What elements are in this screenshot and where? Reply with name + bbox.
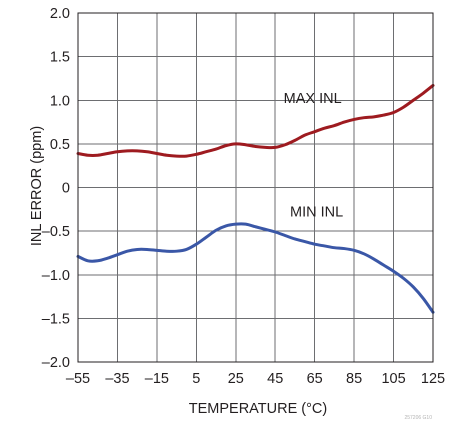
figure-id: 257206 G10	[404, 415, 432, 421]
y-tick-label: –0.5	[42, 224, 70, 240]
series-label-max-inl: MAX INL	[284, 91, 342, 107]
x-tick-label: 45	[267, 371, 283, 387]
x-tick-label: –15	[145, 371, 169, 387]
y-tick-label: –1.5	[42, 311, 70, 327]
x-axis-title: TEMPERATURE (°C)	[189, 401, 327, 417]
series-labels: MAX INL MIN INL	[284, 91, 344, 220]
x-tick-label: –55	[66, 371, 90, 387]
x-tick-label: 25	[228, 371, 244, 387]
x-tick-label: 125	[421, 371, 445, 387]
y-tick-label: 0.5	[50, 137, 70, 153]
y-tick-label: –2.0	[42, 355, 70, 371]
y-grid-lines	[78, 12, 433, 363]
y-tick-label: 0	[62, 181, 70, 197]
series-label-min-inl: MIN INL	[290, 204, 343, 220]
y-tick-label: –1.0	[42, 268, 70, 284]
x-tick-labels: –55 –35 –15 5 25 45 65 85 105 125	[66, 371, 445, 387]
x-tick-label: 105	[381, 371, 405, 387]
x-tick-label: 85	[346, 371, 362, 387]
y-tick-label: 1.5	[50, 50, 70, 66]
x-tick-label: 5	[192, 371, 200, 387]
series-layer	[76, 83, 435, 314]
series-line-max-inl	[76, 83, 435, 158]
x-tick-label: –35	[105, 371, 129, 387]
y-tick-labels: –2.0 –1.5 –1.0 –0.5 0 0.5 1.0 1.5 2.0	[42, 6, 70, 371]
series-line-min-inl	[76, 222, 435, 314]
y-tick-label: 2.0	[50, 6, 70, 22]
y-axis-title: INL ERROR (ppm)	[29, 126, 45, 246]
plot-frame	[77, 12, 434, 363]
y-tick-label: 1.0	[50, 93, 70, 109]
x-tick-label: 65	[307, 371, 323, 387]
